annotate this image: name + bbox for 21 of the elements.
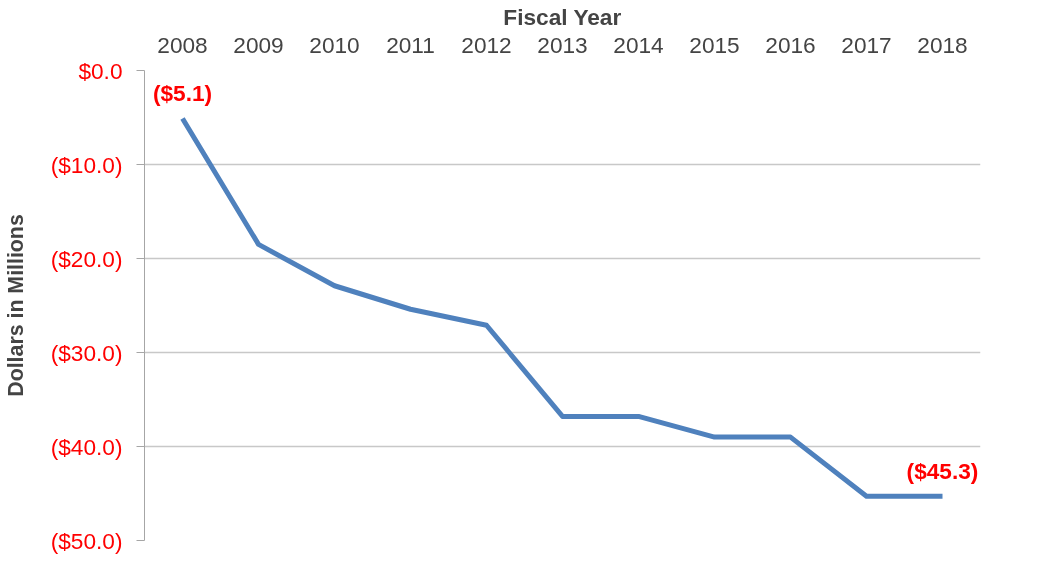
x-tick-label: 2012 xyxy=(461,31,512,58)
x-tick-label: 2018 xyxy=(917,31,968,58)
y-tick-label: ($50.0) xyxy=(50,527,123,554)
y-tick-label: ($40.0) xyxy=(50,433,123,460)
x-axis-title: Fiscal Year xyxy=(503,3,622,30)
x-tick-label: 2013 xyxy=(537,31,588,58)
x-tick-label: 2008 xyxy=(157,31,208,58)
x-tick-label: 2014 xyxy=(613,31,664,58)
x-tick-label: 2010 xyxy=(309,31,360,58)
x-tick-label: 2015 xyxy=(689,31,740,58)
x-tick-label: 2016 xyxy=(765,31,816,58)
y-tick-label: ($30.0) xyxy=(50,339,123,366)
data-label: ($45.3) xyxy=(906,458,979,485)
x-tick-label: 2009 xyxy=(233,31,284,58)
data-label: ($5.1) xyxy=(152,80,213,107)
y-axis-title: Dollars in Millions xyxy=(3,214,28,397)
y-tick-label: $0.0 xyxy=(78,57,123,84)
y-tick-label: ($10.0) xyxy=(50,151,123,178)
x-tick-label: 2011 xyxy=(386,31,435,58)
y-tick-label: ($20.0) xyxy=(50,245,123,272)
x-tick-label: 2017 xyxy=(841,31,892,58)
